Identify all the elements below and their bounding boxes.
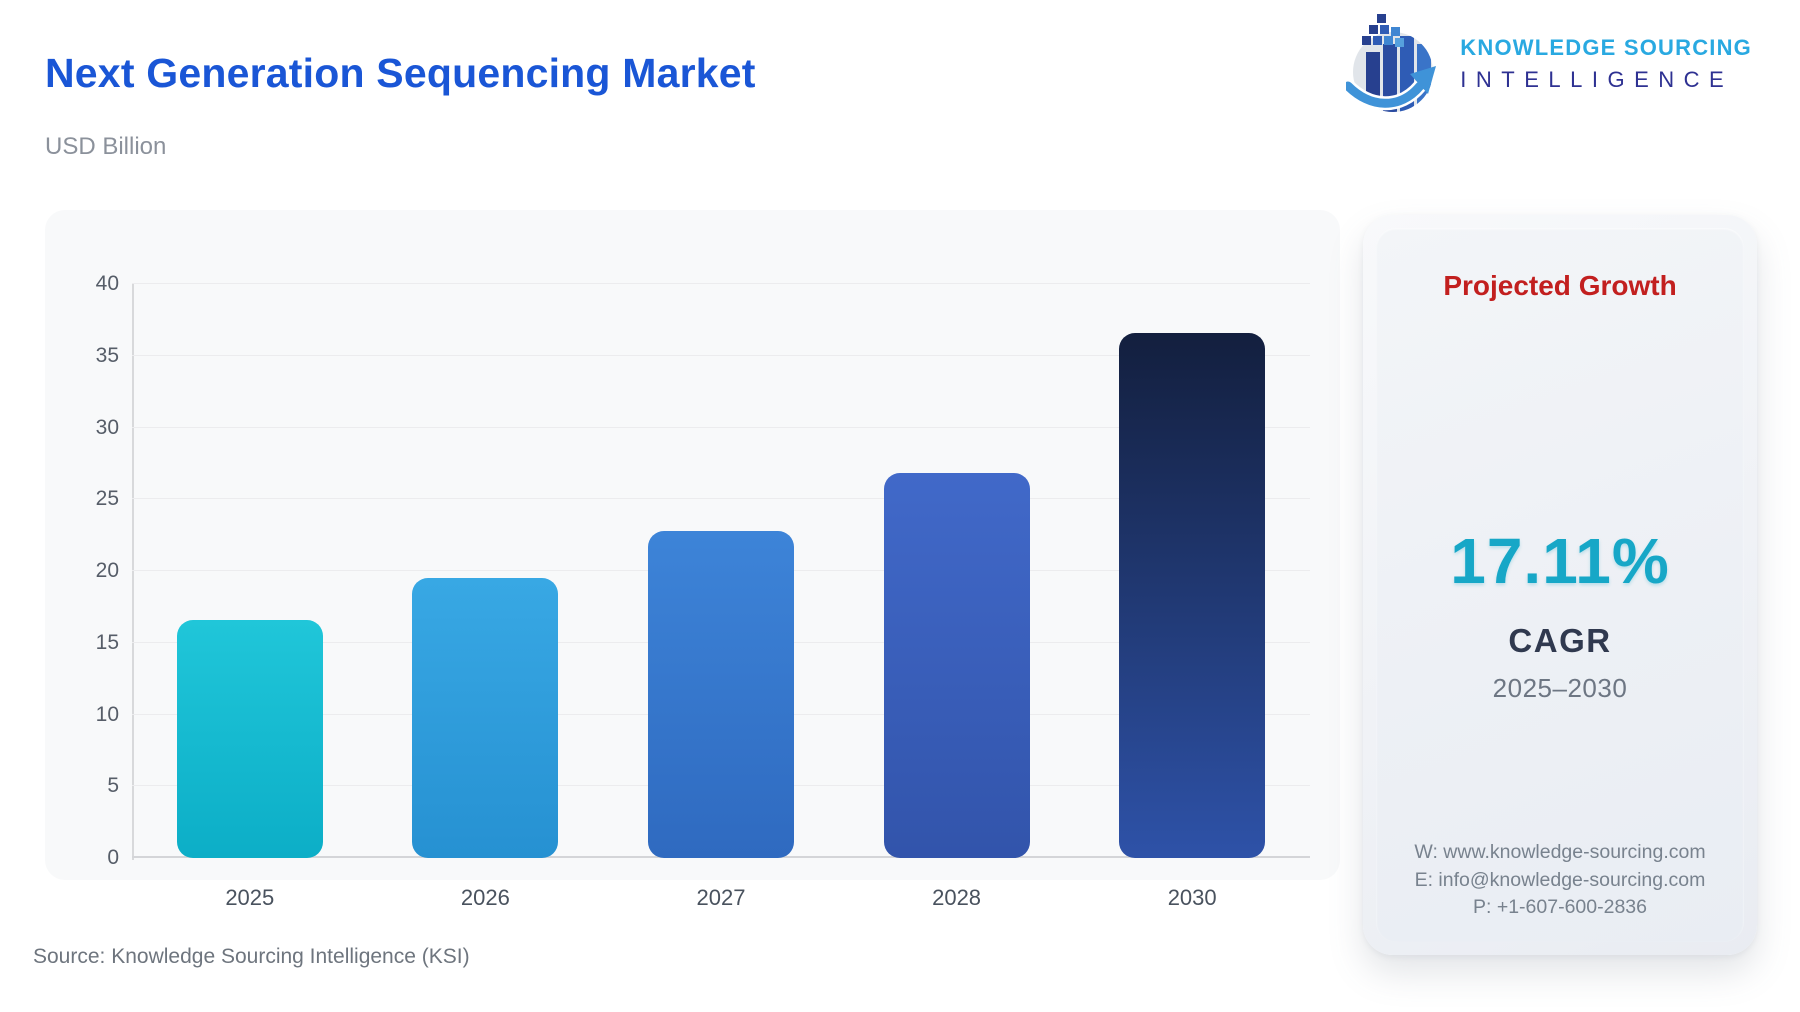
bar-2026: [412, 578, 559, 858]
x-tick-label-2028: 2028: [932, 885, 982, 910]
y-tick-label-40: 40: [95, 272, 119, 295]
gridline-40: [132, 283, 1310, 284]
panel-heading: Projected Growth: [1443, 270, 1677, 301]
bar-2027: [647, 530, 794, 858]
x-tick-label-2026: 2026: [460, 885, 510, 910]
bar-2028: [883, 473, 1030, 858]
source-note: Source: Knowledge Sourcing Intelligence …: [33, 945, 470, 968]
plot-area: [132, 283, 1310, 858]
gridline-35: [132, 354, 1310, 356]
contact-block: W: www.knowledge-sourcing.com E: info@kn…: [1414, 839, 1705, 922]
x-tick-label-2030: 2030: [1167, 885, 1217, 910]
contact-phone: P: +1-607-600-2836: [1472, 896, 1647, 919]
brand-logo-icon: [1346, 14, 1437, 112]
cagr-value: 17.11%: [1450, 525, 1670, 597]
brand-logo: KNOWLEDGE SOURCING INTELLIGENCE: [1346, 12, 1752, 116]
x-axis-labels: 2025 2026 2027 2028 2030: [132, 884, 1310, 912]
y-tick-label-30: 30: [95, 415, 119, 439]
x-tick-label-2025: 2025: [225, 885, 275, 910]
x-tick-label-2027: 2027: [696, 885, 746, 910]
bars-row: [132, 284, 1310, 858]
brand-logo-text: KNOWLEDGE SOURCING INTELLIGENCE: [1460, 35, 1752, 93]
gridline-30: [132, 426, 1310, 428]
y-axis-line: [132, 284, 134, 860]
y-tick-label-0: 0: [107, 846, 119, 869]
cagr-stats: 17.11% CAGR 2025–2030: [1450, 524, 1670, 704]
y-tick-label-35: 35: [95, 343, 119, 367]
projected-growth-panel: Projected Growth 17.11% CAGR 2025–2030 W…: [1363, 215, 1757, 955]
y-tick-label-25: 25: [95, 487, 119, 511]
brand-name-line1: KNOWLEDGE SOURCING: [1460, 35, 1752, 60]
bar-2030: [1119, 332, 1266, 858]
contact-website: W: www.knowledge-sourcing.com: [1414, 840, 1706, 863]
contact-email: E: info@knowledge-sourcing.com: [1414, 868, 1706, 891]
projected-growth-panel-inner: Projected Growth 17.11% CAGR 2025–2030 W…: [1376, 228, 1744, 942]
cagr-period: 2025–2030: [1492, 673, 1628, 703]
cagr-label: CAGR: [1508, 622, 1612, 659]
bar-2025: [176, 619, 323, 858]
chart-card: 0 5 10 15 20 25 30 35 40: [45, 210, 1340, 880]
y-tick-label-10: 10: [95, 702, 119, 726]
y-tick-label-5: 5: [107, 774, 119, 798]
gridline-25: [132, 498, 1310, 500]
y-tick-label-20: 20: [95, 559, 119, 582]
y-tick-label-15: 15: [95, 630, 119, 654]
y-axis-unit-label: USD Billion: [45, 133, 167, 160]
page-title: Next Generation Sequencing Market: [45, 50, 756, 96]
brand-name-line2: INTELLIGENCE: [1460, 67, 1734, 92]
